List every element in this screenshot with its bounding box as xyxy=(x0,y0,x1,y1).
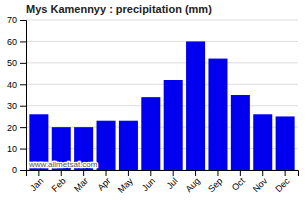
tick: 0 xyxy=(12,165,26,175)
axis-line xyxy=(20,21,27,171)
tick-mark xyxy=(217,170,218,176)
bar xyxy=(119,121,138,170)
tick-mark xyxy=(240,170,241,176)
tick-label: Oct xyxy=(230,175,247,192)
tick-mark xyxy=(150,170,151,176)
grid-line xyxy=(26,20,298,21)
tick: 40 xyxy=(7,80,26,90)
tick-label: 0 xyxy=(12,165,17,175)
tick-mark xyxy=(20,170,26,171)
tick-mark xyxy=(285,170,286,176)
tick-label: Jan xyxy=(28,176,45,193)
chart: 0 10 20 30 40 50 60 70 Jan FebMar AprMay Jun Jul AugS… xyxy=(0,0,306,200)
tick-label: 20 xyxy=(7,123,17,133)
tick: 60 xyxy=(7,37,26,47)
tick-label: Mar xyxy=(72,176,90,194)
x-axis: Jan FebMar AprMay Jun Jul AugSep OctNovDec xyxy=(27,170,299,195)
bar xyxy=(231,95,250,170)
tick: Aug xyxy=(184,170,202,194)
tick: Feb xyxy=(50,170,68,194)
y-axis: 0 10 20 30 40 50 60 70 xyxy=(7,15,27,175)
grid xyxy=(26,20,298,170)
tick-label: Jul xyxy=(164,176,179,191)
tick-label: May xyxy=(116,175,135,194)
bar xyxy=(253,114,272,170)
grid-line xyxy=(26,84,298,85)
grid-line xyxy=(26,105,298,106)
tick-label: 30 xyxy=(7,101,17,111)
grid-line xyxy=(26,41,298,42)
tick-label: Sep xyxy=(206,176,224,194)
tick: May xyxy=(116,170,135,195)
bar xyxy=(276,116,295,170)
bar xyxy=(141,97,160,170)
bar xyxy=(208,59,227,170)
tick-mark xyxy=(20,106,26,107)
plot: 0 10 20 30 40 50 60 70 Jan FebMar AprMay Jun Jul AugS… xyxy=(7,15,299,195)
tick-mark xyxy=(20,149,26,150)
tick-mark xyxy=(61,170,62,176)
bars xyxy=(29,41,294,170)
bar xyxy=(97,121,116,170)
tick-mark xyxy=(262,170,263,176)
tick-label: 60 xyxy=(7,37,17,47)
tick-mark xyxy=(128,170,129,176)
tick-label: Aug xyxy=(184,176,202,194)
tick-label: 40 xyxy=(7,80,17,90)
annotation: www.allmetsat.com xyxy=(28,160,98,169)
tick: 70 xyxy=(7,15,26,25)
tick: 20 xyxy=(7,123,26,133)
tick: 30 xyxy=(7,101,26,111)
tick: Nov xyxy=(251,170,270,194)
bar xyxy=(186,41,205,170)
tick-mark xyxy=(83,170,84,176)
tick-label: Jun xyxy=(140,176,157,193)
tick-mark xyxy=(20,84,26,85)
tick: Sep xyxy=(206,170,224,194)
tick: Jul xyxy=(164,170,179,191)
tick-label: 10 xyxy=(7,144,17,154)
axis-line xyxy=(27,171,299,177)
tick-label: Nov xyxy=(251,175,270,194)
tick-mark xyxy=(20,41,26,42)
grid-line xyxy=(26,62,298,63)
tick-mark xyxy=(38,170,39,176)
tick: Jun xyxy=(140,170,157,193)
tick: Dec xyxy=(273,170,292,194)
tick-mark xyxy=(173,170,174,176)
title: Mys Kamennyy : precipitation (mm) xyxy=(26,3,212,15)
tick: 10 xyxy=(7,144,26,154)
tick-label: Apr xyxy=(96,176,113,193)
tick: Mar xyxy=(72,170,90,194)
tick-mark xyxy=(106,170,107,176)
tick: Jan xyxy=(28,170,45,193)
tick-mark xyxy=(20,63,26,64)
tick-label: 70 xyxy=(7,15,17,25)
tick: Oct xyxy=(230,170,247,193)
tick: 50 xyxy=(7,58,26,68)
tick-mark xyxy=(195,170,196,176)
tick-label: Feb xyxy=(50,176,68,194)
bar xyxy=(164,80,183,170)
tick: Apr xyxy=(96,170,113,193)
tick-mark xyxy=(20,20,26,21)
tick-label: Dec xyxy=(273,175,292,194)
tick-label: 50 xyxy=(7,58,17,68)
tick-mark xyxy=(20,127,26,128)
